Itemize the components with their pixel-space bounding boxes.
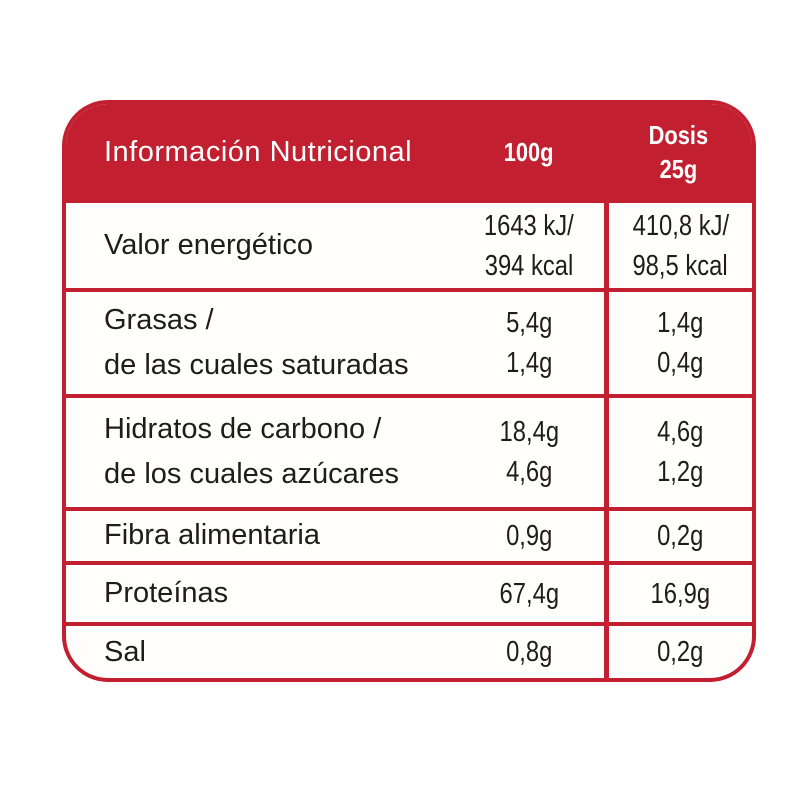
table-row-salt: Sal 0,8g 0,2g [66,622,752,678]
row-per100-cell: 1643 kJ/ 394 kcal [454,203,604,288]
row-label: Sal [104,635,146,668]
row-per100-cell: 5,4g 1,4g [454,292,604,393]
per100-value: 0,9g [505,519,553,552]
dose-value: 4,6g [657,416,704,449]
row-label-cell: Sal [66,626,454,678]
table-title: Información Nutricional [104,135,413,168]
per100-subvalue: 4,6g [505,456,553,489]
row-sublabel: de las cuales saturadas [104,349,409,382]
dose-column-header-line1: Dosis [648,119,708,150]
per100-value: 5,4g [505,307,553,340]
dose-column-header-line2: 25g [659,153,697,184]
table-row-energy: Valor energético 1643 kJ/ 394 kcal 410,8… [66,199,752,289]
row-label-cell: Proteínas [66,565,454,623]
row-dose-cell: 4,6g 1,2g [604,397,752,508]
table-row-fiber: Fibra alimentaria 0,9g 0,2g [66,507,752,561]
dose-value: 1,4g [657,307,704,340]
per100-value: 394 kcal [484,249,574,282]
header-title-cell: Información Nutricional [66,104,454,199]
table-row-proteins: Proteínas 67,4g 16,9g [66,560,752,623]
header-dose-cell: Dosis 25g [604,104,752,199]
row-label-cell: Valor energético [66,203,454,288]
table-row-fats: Grasas / de las cuales saturadas 5,4g 1,… [66,288,752,394]
per100-value: 67,4g [499,577,559,610]
row-label: Hidratos de carbono / [104,413,382,446]
dose-value: 16,9g [650,577,711,610]
per100-column-header: 100g [504,136,554,167]
row-label: Proteínas [104,577,229,610]
row-per100-cell: 67,4g [454,565,604,623]
dose-value: 0,2g [657,519,704,552]
dose-subvalue: 0,4g [657,347,704,380]
row-dose-cell: 410,8 kJ/ 98,5 kcal [604,203,752,289]
row-label: Grasas / [104,304,214,337]
nutrition-table: Información Nutricional 100g Dosis 25g V… [62,100,756,682]
row-dose-cell: 1,4g 0,4g [604,292,752,394]
table-row-carbohydrates: Hidratos de carbono / de los cuales azúc… [66,393,752,508]
per100-subvalue: 1,4g [505,347,553,380]
table-header: Información Nutricional 100g Dosis 25g [66,104,752,199]
row-per100-cell: 0,8g [454,626,604,678]
row-label-cell: Fibra alimentaria [66,511,454,561]
row-per100-cell: 18,4g 4,6g [454,398,604,507]
per100-value: 18,4g [499,416,559,449]
row-label: Fibra alimentaria [104,519,320,552]
dose-subvalue: 1,2g [657,456,704,489]
header-per100-cell: 100g [454,104,604,199]
row-label-cell: Grasas / de las cuales saturadas [66,292,454,393]
per100-value: 1643 kJ/ [484,209,574,242]
row-per100-cell: 0,9g [454,511,604,561]
dose-value: 0,2g [657,636,704,669]
row-dose-cell: 0,2g [604,511,752,561]
per100-value: 0,8g [505,636,553,669]
dose-value: 410,8 kJ/ [632,209,729,242]
row-dose-cell: 0,2g [604,626,752,678]
row-dose-cell: 16,9g [604,564,752,623]
row-sublabel: de los cuales azúcares [104,458,399,491]
row-label-cell: Hidratos de carbono / de los cuales azúc… [66,398,454,507]
dose-value: 98,5 kcal [632,249,729,282]
row-label: Valor energético [104,229,314,262]
